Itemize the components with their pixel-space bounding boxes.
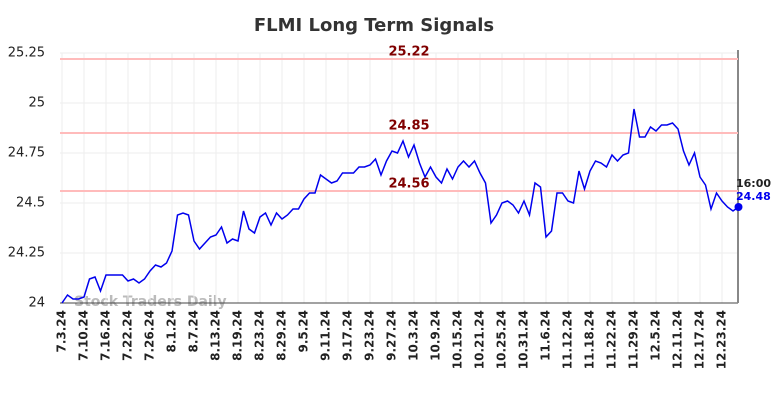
last-time: 16:00	[736, 177, 771, 190]
x-tick-label: 10.15.24	[451, 310, 465, 369]
x-tick-label: 7.10.24	[77, 310, 91, 361]
x-tick-label: 7.26.24	[143, 310, 157, 361]
x-tick-label: 9.17.24	[341, 310, 355, 361]
y-tick-label: 24.25	[8, 246, 45, 261]
y-tick-label: 25.25	[8, 46, 45, 61]
x-tick-label: 11.6.24	[539, 310, 553, 361]
x-tick-label: 10.25.24	[495, 310, 509, 369]
x-tick-label: 12.23.24	[715, 310, 729, 369]
y-tick-label: 25	[28, 96, 45, 111]
x-tick-label: 9.23.24	[363, 310, 377, 361]
x-tick-label: 8.23.24	[253, 310, 267, 361]
x-tick-label: 8.7.24	[187, 310, 201, 353]
last-value: 24.48	[736, 190, 771, 203]
x-tick-label: 11.18.24	[583, 310, 597, 369]
x-tick-label: 9.27.24	[385, 310, 399, 361]
x-tick-label: 10.31.24	[517, 310, 531, 369]
last-point	[734, 203, 743, 211]
x-tick-label: 11.22.24	[605, 310, 619, 369]
x-tick-label: 7.16.24	[99, 310, 113, 361]
y-tick-label: 24	[28, 296, 45, 311]
price-line	[61, 108, 739, 304]
x-tick-label: 8.1.24	[165, 310, 179, 353]
x-tick-label: 10.9.24	[429, 310, 443, 361]
signal-label: 24.56	[388, 177, 429, 192]
x-tick-label: 7.22.24	[121, 310, 135, 361]
x-tick-label: 12.17.24	[693, 310, 707, 369]
x-tick-label: 12.11.24	[671, 310, 685, 369]
signal-label: 25.22	[388, 45, 429, 60]
x-tick-label: 9.5.24	[297, 310, 311, 353]
x-tick-label: 10.21.24	[473, 310, 487, 369]
x-tick-label: 10.3.24	[407, 310, 421, 361]
chart-title: FLMI Long Term Signals	[254, 15, 494, 36]
x-tick-label: 12.5.24	[649, 310, 663, 361]
x-tick-label: 11.29.24	[627, 310, 641, 369]
y-tick-label: 24.5	[16, 196, 45, 211]
x-tick-label: 8.13.24	[209, 310, 223, 361]
y-tick-label: 24.75	[8, 146, 45, 161]
x-tick-label: 8.19.24	[231, 310, 245, 361]
x-tick-label: 7.3.24	[55, 310, 69, 353]
x-tick-label: 8.29.24	[275, 310, 289, 361]
x-tick-label: 9.11.24	[319, 310, 333, 361]
signal-label: 24.85	[388, 119, 429, 134]
x-tick-label: 11.12.24	[561, 310, 575, 369]
